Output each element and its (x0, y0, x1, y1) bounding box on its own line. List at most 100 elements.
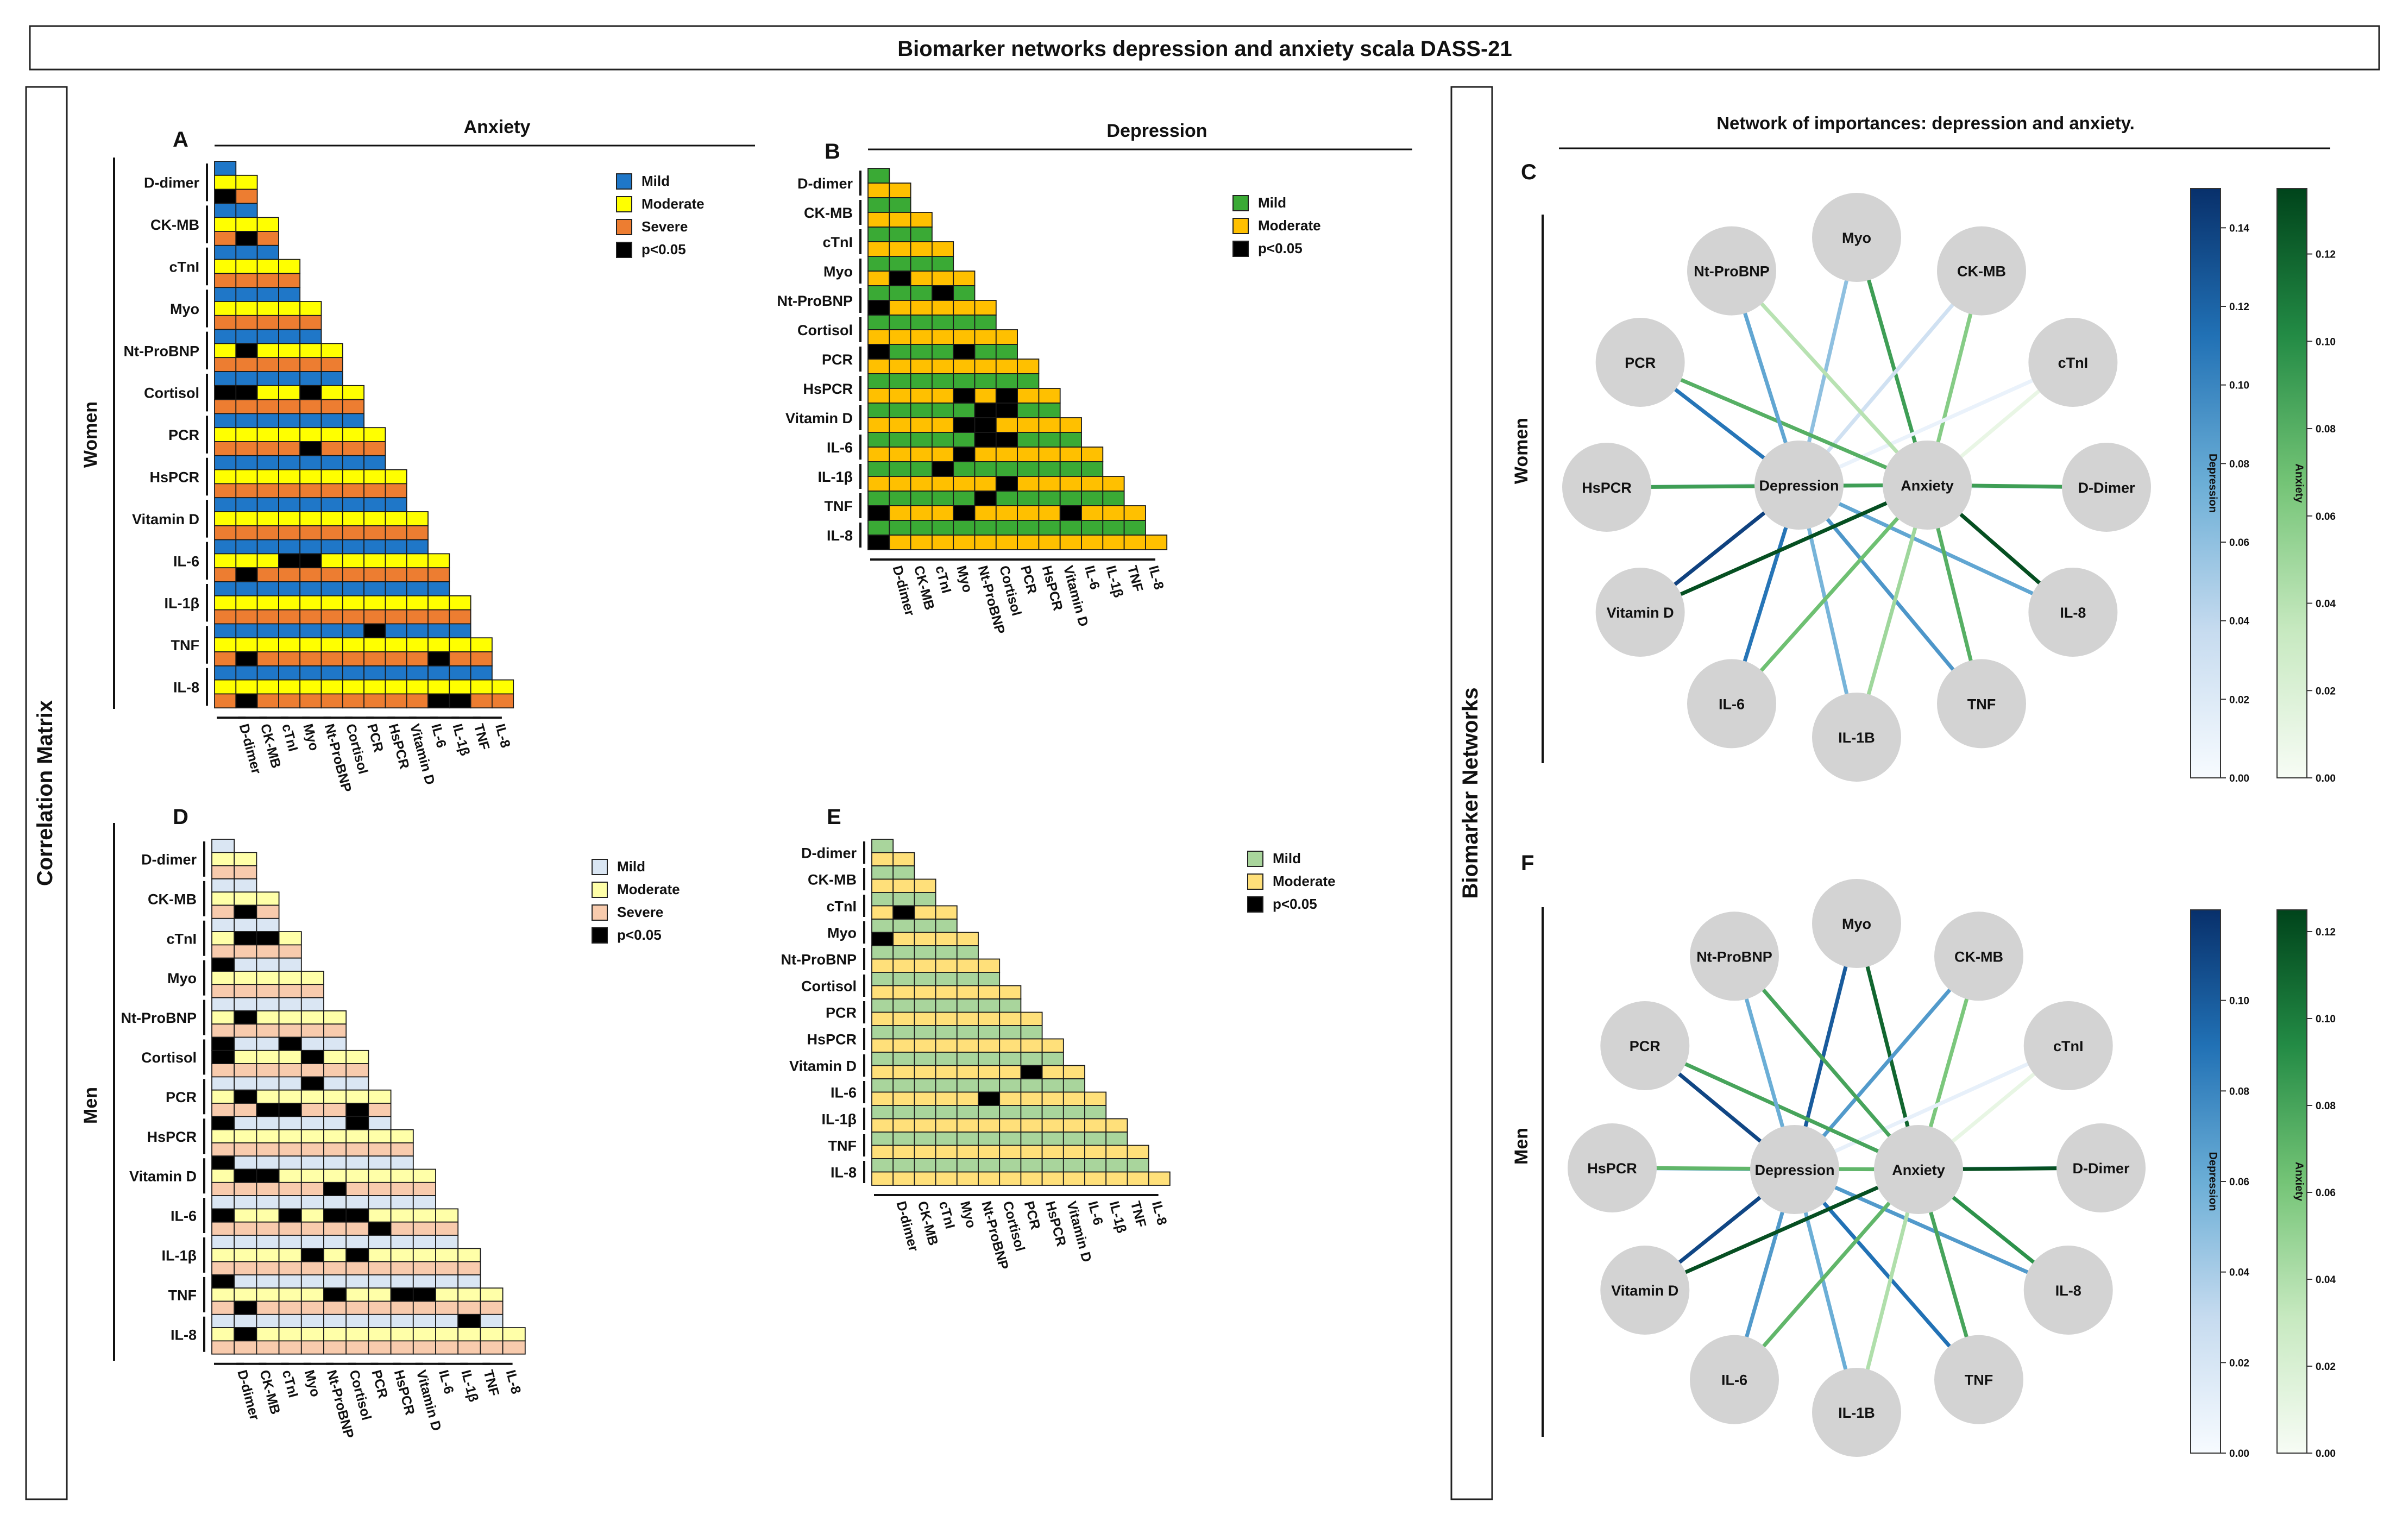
heatmap-cell (278, 1116, 302, 1130)
heatmap-cell (299, 539, 322, 555)
heatmap-cell (368, 1142, 392, 1157)
heatmap-cell (300, 1287, 324, 1302)
heatmap-cell (345, 1063, 369, 1078)
heatmap-cell (256, 651, 279, 667)
heatmap-cell (867, 241, 890, 257)
heatmap-cell (234, 891, 257, 906)
heatmap-cell (889, 505, 911, 521)
heatmap-cell (974, 344, 997, 360)
heatmap-cell (320, 581, 343, 596)
node-label-D-Dimer: D-Dimer (2072, 1160, 2130, 1177)
heatmap-cell (323, 1010, 347, 1025)
heatmap-cell (480, 1340, 504, 1355)
row-label-B-8: Vitamin D (785, 410, 853, 426)
heatmap-cell (214, 161, 237, 176)
heatmap-cell (214, 287, 237, 302)
heatmap-cell (363, 469, 386, 485)
heatmap-cell (300, 1313, 324, 1329)
heatmap-cell (457, 1274, 481, 1289)
heatmap-cell (235, 427, 258, 442)
heatmap-cell (368, 1274, 392, 1289)
node-label-Anxiety: Anxiety (1901, 477, 1954, 494)
colorbar-tick-label-dep-C: 0.12 (2229, 301, 2249, 313)
heatmap-cell (235, 693, 258, 709)
heatmap-cell (278, 539, 301, 555)
heatmap-cell (368, 1089, 392, 1104)
heatmap-cell (211, 1023, 235, 1038)
node-Vitamin D (1600, 1246, 1690, 1335)
heatmap-cell (234, 1261, 257, 1275)
heatmap-cell (953, 388, 976, 404)
heatmap-cell (256, 1142, 280, 1157)
heatmap-cell (299, 385, 322, 400)
heatmap-cell (234, 984, 257, 998)
node-Nt-ProBNP (1687, 226, 1776, 316)
heatmap-cell (871, 905, 894, 920)
heatmap-cell (1105, 1158, 1128, 1173)
col-label-E-9: IL-6 (1085, 1199, 1106, 1227)
col-label-B-6: PCR (1017, 564, 1040, 595)
node-Myo (1812, 193, 1901, 282)
heatmap-cell (457, 1261, 481, 1275)
heatmap-cell (1059, 447, 1082, 462)
heatmap-cell (345, 1340, 369, 1355)
heatmap-cell (211, 997, 235, 1011)
heatmap-cell (390, 1261, 414, 1275)
heatmap-cell (234, 931, 257, 946)
heatmap-cell (1105, 1145, 1128, 1159)
node-label-PCR: PCR (1630, 1038, 1661, 1054)
heatmap-cell (278, 609, 301, 625)
heatmap-cell (978, 1052, 1001, 1066)
heatmap-cell (974, 491, 997, 506)
heatmap-cell (320, 623, 343, 639)
heatmap-cell (234, 1168, 257, 1183)
heatmap-cell (385, 623, 407, 639)
row-label-D-11: TNF (168, 1287, 197, 1303)
network-panel-F: F Myo CK-MB cTnI D-Dimer IL-8 TNF IL-1B IL-6 Vita… (1521, 851, 2336, 1460)
col-label-B-2: cTnI (932, 564, 954, 595)
heatmap-cell (278, 651, 301, 667)
legend-swatch-D-2 (592, 904, 608, 921)
heatmap-cell (892, 1078, 915, 1093)
colorbar-anx-C (2276, 188, 2307, 778)
heatmap-cell (910, 359, 933, 374)
heatmap-cell (390, 1327, 414, 1342)
heatmap-cell (214, 483, 237, 499)
heatmap-cell (956, 998, 979, 1013)
heatmap-cell (1041, 1132, 1064, 1146)
heatmap-cell (914, 932, 936, 946)
edge-anxiety-Nt-ProBNP (1730, 269, 1929, 487)
heatmap-cell (1020, 1052, 1043, 1066)
heatmap-cell (278, 1195, 302, 1210)
heatmap-cell (278, 971, 302, 985)
row-label-E-1: CK-MB (808, 872, 857, 888)
heatmap-cell (1081, 520, 1104, 536)
heatmap-cell (345, 1274, 369, 1289)
heatmap-cell (867, 271, 890, 286)
heatmap-cell (1020, 1118, 1043, 1133)
heatmap-cell (449, 665, 471, 681)
heatmap-cell (910, 476, 933, 492)
node-label-CK-MB: CK-MB (1954, 948, 2003, 965)
heatmap-cell (953, 285, 976, 301)
heatmap-cell (256, 891, 280, 906)
heatmap-cell (385, 651, 407, 667)
heatmap-cell (435, 1327, 459, 1342)
heatmap-cell (256, 904, 280, 919)
heatmap-cell (406, 595, 429, 611)
heatmap-cell (1148, 1171, 1171, 1186)
heatmap-cell (234, 1063, 257, 1078)
heatmap-cell (214, 357, 237, 372)
heatmap-cell (1123, 505, 1146, 521)
heatmap-cell (256, 581, 279, 596)
heatmap-cell (910, 403, 933, 418)
heatmap-cell (427, 553, 450, 569)
heatmap-cell (323, 1168, 347, 1183)
heatmap-cell (234, 1036, 257, 1051)
heatmap-cell (278, 413, 301, 429)
heatmap-cell (235, 244, 258, 260)
heatmap-cell (1041, 1091, 1064, 1106)
heatmap-cell (470, 637, 493, 652)
heatmap-cell (1017, 359, 1040, 374)
heatmap-cell (867, 285, 890, 301)
